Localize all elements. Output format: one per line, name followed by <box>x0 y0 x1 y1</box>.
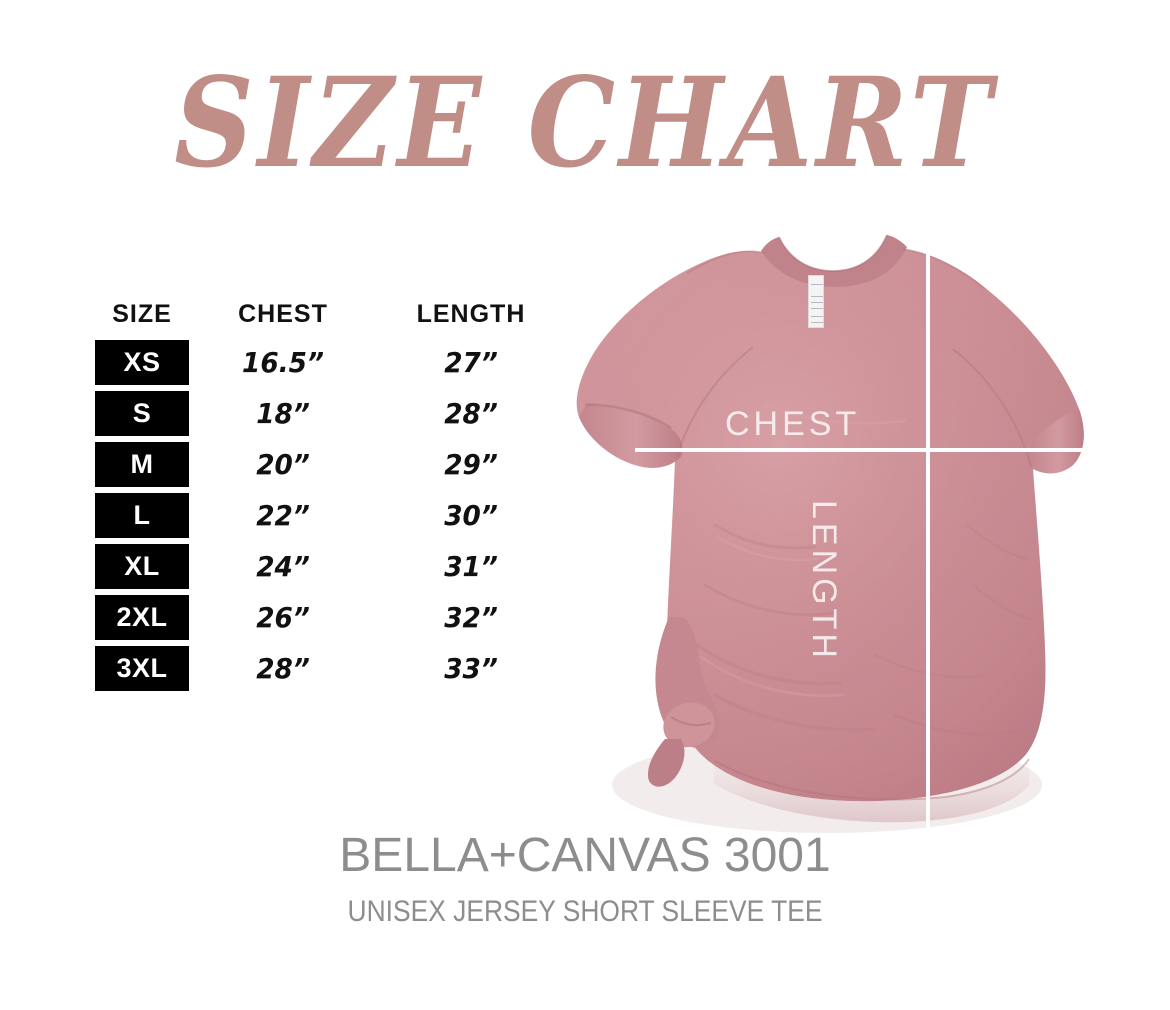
table-row: XS 16.5” 27” <box>95 340 565 385</box>
size-badge: XL <box>95 544 189 589</box>
tshirt-body-shading <box>576 249 1084 802</box>
neck-rib <box>761 235 907 287</box>
table-row: XL 24” 31” <box>95 544 565 589</box>
page-title: SIZE CHART <box>174 50 996 196</box>
size-badge: M <box>95 442 189 487</box>
size-badge: S <box>95 391 189 436</box>
column-header-length: LENGTH <box>416 300 526 328</box>
chest-value: 18” <box>256 397 310 430</box>
size-table: SIZE CHEST LENGTH XS 16.5” 27” S 18” 28”… <box>95 300 565 697</box>
chest-value: 16.5” <box>242 346 324 379</box>
length-value: 31” <box>444 550 498 583</box>
length-value: 28” <box>444 397 498 430</box>
table-row: 2XL 26” 32” <box>95 595 565 640</box>
left-armhole-seam <box>676 346 754 458</box>
chest-value: 20” <box>256 448 310 481</box>
tshirt-knot-end <box>647 739 685 787</box>
tshirt-image: CHEST LENGTH <box>565 225 1090 835</box>
table-header-row: SIZE CHEST LENGTH <box>95 300 565 340</box>
right-sleeve-cuff <box>1028 409 1084 474</box>
length-value: 33” <box>444 652 498 685</box>
chest-measurement-label: CHEST <box>725 405 861 443</box>
brand-neck-tag <box>808 275 824 328</box>
table-row: S 18” 28” <box>95 391 565 436</box>
chest-value: 28” <box>256 652 310 685</box>
size-badge: 3XL <box>95 646 189 691</box>
length-value: 29” <box>444 448 498 481</box>
length-measurement-label: LENGTH <box>805 500 843 662</box>
column-header-chest: CHEST <box>238 300 328 328</box>
tshirt-illustration <box>576 234 1084 833</box>
table-row: 3XL 28” 33” <box>95 646 565 691</box>
table-row: L 22” 30” <box>95 493 565 538</box>
brand-name: BELLA+CANVAS 3001 <box>339 829 831 882</box>
chest-value: 22” <box>256 499 310 532</box>
size-badge: XS <box>95 340 189 385</box>
length-value: 32” <box>444 601 498 634</box>
length-value: 30” <box>444 499 498 532</box>
column-header-size: SIZE <box>112 300 172 328</box>
chest-measurement-line <box>635 448 1090 452</box>
chest-value: 26” <box>256 601 310 634</box>
brand-subtitle: UNISEX JERSEY SHORT SLEEVE TEE <box>347 895 823 928</box>
length-value: 27” <box>444 346 498 379</box>
length-measurement-line <box>926 243 930 835</box>
chest-value: 24” <box>256 550 310 583</box>
table-row: M 20” 29” <box>95 442 565 487</box>
size-badge: 2XL <box>95 595 189 640</box>
size-badge: L <box>95 493 189 538</box>
